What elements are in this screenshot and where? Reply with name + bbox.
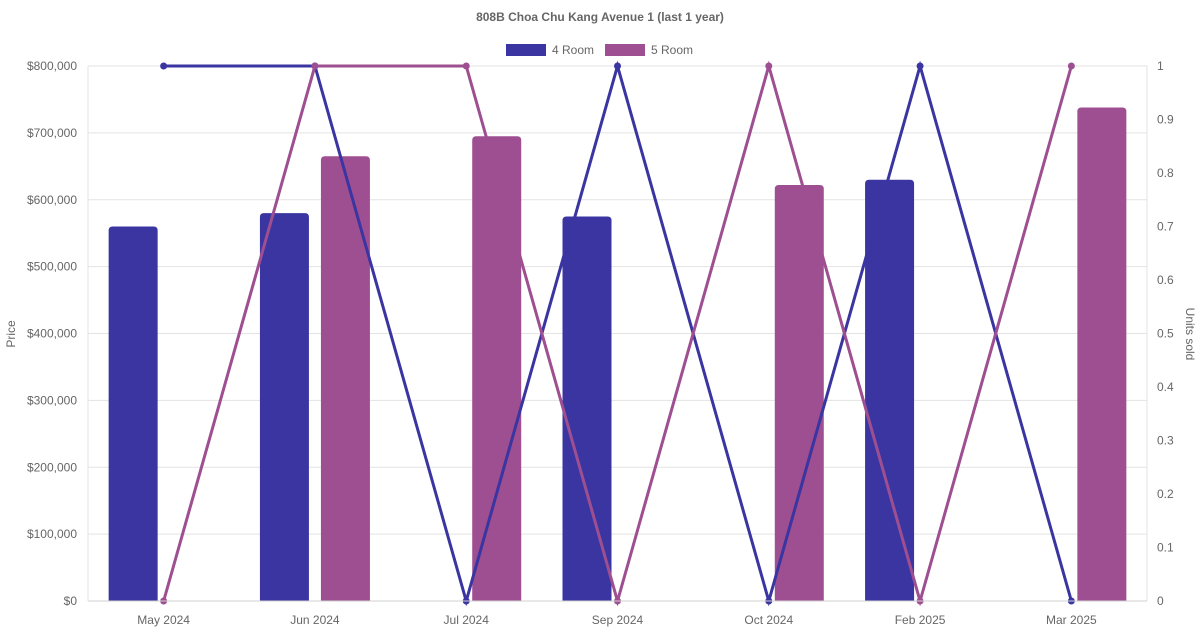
y2-tick-label: 0.4 bbox=[1157, 380, 1174, 394]
y-tick-label: $400,000 bbox=[27, 327, 77, 341]
legend-label: 5 Room bbox=[651, 43, 693, 57]
bar-4-room bbox=[562, 216, 612, 601]
legend: 4 Room 5 Room bbox=[506, 43, 693, 57]
y-tick-label: $600,000 bbox=[27, 193, 77, 207]
y-tick-label: $700,000 bbox=[27, 126, 77, 140]
x-tick-label: May 2024 bbox=[137, 613, 190, 627]
bar-5-room bbox=[1077, 107, 1127, 602]
point-5-room bbox=[311, 62, 319, 70]
y2-tick-label: 0.9 bbox=[1157, 113, 1174, 127]
point-4-room bbox=[916, 62, 924, 70]
y2-tick-label: 0.3 bbox=[1157, 434, 1174, 448]
y2-tick-label: 0.5 bbox=[1157, 327, 1174, 341]
y2-tick-label: 0.7 bbox=[1157, 220, 1174, 234]
y-tick-label: $0 bbox=[64, 594, 78, 608]
point-5-room bbox=[765, 62, 773, 70]
legend-label: 4 Room bbox=[552, 43, 594, 57]
bar-5-room bbox=[774, 185, 824, 601]
y-tick-label: $300,000 bbox=[27, 393, 77, 407]
legend-swatch bbox=[605, 44, 645, 56]
x-tick-label: Feb 2025 bbox=[895, 613, 946, 627]
point-5-room bbox=[462, 62, 470, 70]
bar-5-room bbox=[320, 156, 370, 601]
point-5-room bbox=[1067, 62, 1075, 70]
bar-4-room bbox=[108, 226, 158, 601]
y2-tick-label: 0 bbox=[1157, 594, 1164, 608]
bar-5-room bbox=[472, 136, 522, 601]
y-tick-label: $800,000 bbox=[27, 59, 77, 73]
y2-tick-label: 1 bbox=[1157, 59, 1164, 73]
x-tick-label: Mar 2025 bbox=[1046, 613, 1097, 627]
point-4-room bbox=[614, 62, 621, 70]
x-tick-label: Jun 2024 bbox=[290, 613, 340, 627]
x-tick-label: Oct 2024 bbox=[744, 613, 793, 627]
x-tick-label: Jul 2024 bbox=[444, 613, 490, 627]
y-tick-label: $100,000 bbox=[27, 527, 77, 541]
bar-4-room bbox=[865, 179, 915, 601]
x-tick-label: Sep 2024 bbox=[592, 613, 644, 627]
y2-tick-label: 0.8 bbox=[1157, 166, 1174, 180]
y2-axis-label: Units sold bbox=[1183, 308, 1197, 361]
y2-tick-label: 0.6 bbox=[1157, 273, 1174, 287]
y2-tick-label: 0.1 bbox=[1157, 541, 1174, 555]
y2-tick-label: 0.2 bbox=[1157, 487, 1174, 501]
bar-4-room bbox=[259, 213, 309, 601]
y-tick-label: $500,000 bbox=[27, 260, 77, 274]
chart-title: 808B Choa Chu Kang Avenue 1 (last 1 year… bbox=[476, 10, 724, 24]
y-tick-label: $200,000 bbox=[27, 460, 77, 474]
y-axis-label: Price bbox=[4, 320, 18, 348]
point-4-room bbox=[160, 62, 168, 70]
legend-swatch bbox=[506, 44, 546, 56]
